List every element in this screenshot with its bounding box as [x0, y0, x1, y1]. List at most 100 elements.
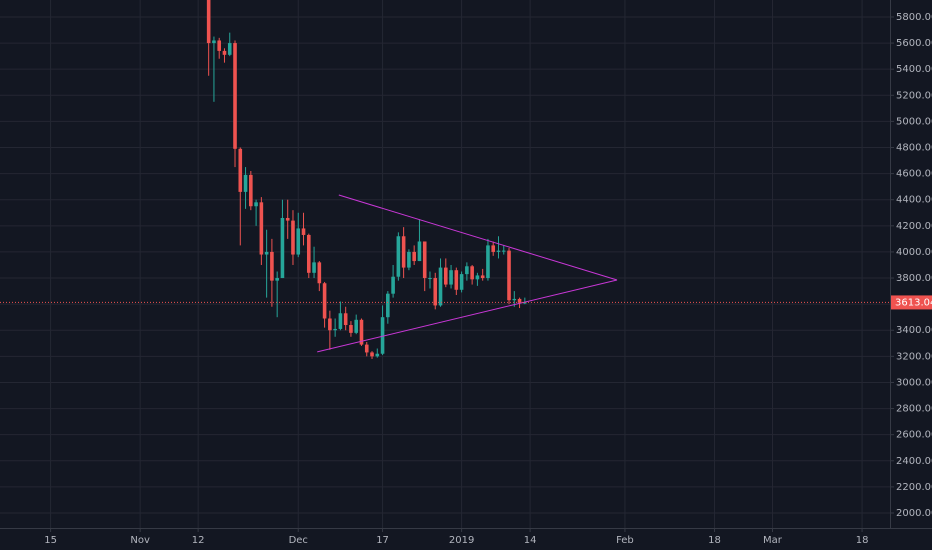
x-tick-label: Feb [616, 535, 634, 546]
candle-body [480, 275, 485, 279]
candle-body [517, 298, 522, 303]
candle-body [449, 270, 453, 285]
y-tick-label: 4800.00 [896, 143, 932, 154]
candle-body [212, 40, 216, 44]
candle-body [254, 202, 258, 207]
candle-body [296, 228, 301, 255]
candle-body [217, 40, 222, 51]
y-tick-label: 2800.00 [896, 404, 932, 415]
candle-body [359, 319, 364, 345]
x-tick-label: Mar [763, 535, 783, 546]
candle-body [227, 43, 232, 55]
candle-body [465, 266, 469, 275]
candle-body [364, 344, 369, 353]
candle-body [291, 220, 295, 255]
candle-body [243, 174, 248, 192]
y-tick-label: 2000.00 [896, 508, 932, 519]
y-tick-label: 5000.00 [896, 116, 932, 127]
x-tick-label: Dec [289, 535, 308, 546]
candle-body [433, 278, 438, 306]
candle-body [322, 283, 327, 319]
candle-body [422, 241, 427, 279]
y-tick-label: 5400.00 [896, 64, 932, 75]
candle-body [301, 228, 306, 235]
candle-body [206, 0, 211, 44]
candle-body [417, 241, 422, 262]
candle-body [512, 298, 517, 301]
candle-body [438, 267, 443, 306]
candle-body [270, 251, 274, 281]
candle-body [470, 266, 474, 280]
last-price-label: 3613.04 [895, 297, 932, 308]
trendline [317, 279, 618, 353]
candle-body [412, 251, 416, 262]
candle-body [523, 302, 527, 304]
grid [0, 0, 890, 528]
candle-body [264, 251, 269, 255]
x-tick-label: 2019 [449, 535, 474, 546]
y-tick-label: 3800.00 [896, 273, 932, 284]
candle-body [349, 325, 353, 333]
candle-body [233, 43, 237, 149]
candles [206, 0, 527, 359]
candle-body [407, 251, 411, 268]
y-tick-label: 2600.00 [896, 430, 932, 441]
x-tick-label: Nov [130, 535, 150, 546]
candle-body [386, 293, 390, 318]
y-tick-label: 4000.00 [896, 247, 932, 258]
candle-body [312, 262, 316, 273]
candle-body [333, 328, 337, 331]
y-tick-label: 5200.00 [896, 90, 932, 101]
candle-body [249, 174, 253, 207]
candle-body [354, 319, 359, 333]
last-price-box [891, 295, 932, 310]
x-tick-label: 17 [376, 535, 389, 546]
candle-body [238, 148, 243, 192]
candle-body [222, 50, 227, 55]
candle-body [375, 353, 380, 357]
x-tick-label: 15 [44, 535, 57, 546]
x-tick-label: 14 [524, 535, 537, 546]
candle-body [328, 318, 332, 331]
candle-body [338, 313, 343, 329]
candle-body [496, 250, 501, 252]
x-tick-label: 18 [856, 535, 869, 546]
y-tick-label: 5600.00 [896, 38, 932, 49]
y-tick-label: 3400.00 [896, 325, 932, 336]
x-tick-label: 12 [192, 535, 205, 546]
y-tick-label: 4600.00 [896, 169, 932, 180]
y-tick-label: 4200.00 [896, 221, 932, 232]
y-tick-label: 3200.00 [896, 351, 932, 362]
y-tick-label: 3000.00 [896, 377, 932, 388]
candle-body [501, 250, 506, 252]
trendline [338, 194, 618, 281]
y-tick-label: 2200.00 [896, 482, 932, 493]
x-tick-label: 18 [708, 535, 721, 546]
candle-body [396, 236, 401, 277]
candle-body [459, 274, 464, 290]
candle-body [380, 317, 385, 354]
candle-body [275, 278, 279, 281]
y-tick-label: 2400.00 [896, 456, 932, 467]
y-tick-label: 4400.00 [896, 195, 932, 206]
candle-body [317, 262, 322, 284]
candle-body [259, 202, 264, 255]
candle-body [391, 276, 395, 294]
candle-body [343, 313, 348, 326]
y-tick-label: 5800.00 [896, 12, 932, 23]
candle-body [443, 267, 448, 285]
candle-body [475, 275, 480, 280]
candle-body [486, 245, 490, 279]
candle-body [428, 278, 432, 280]
candle-body [507, 250, 511, 301]
candle-body [306, 234, 311, 273]
candle-body [280, 217, 285, 279]
candle-body [401, 236, 406, 268]
candle-body [491, 245, 496, 252]
candle-body [285, 217, 290, 221]
candle-body [454, 270, 459, 290]
candle-body [370, 352, 374, 357]
